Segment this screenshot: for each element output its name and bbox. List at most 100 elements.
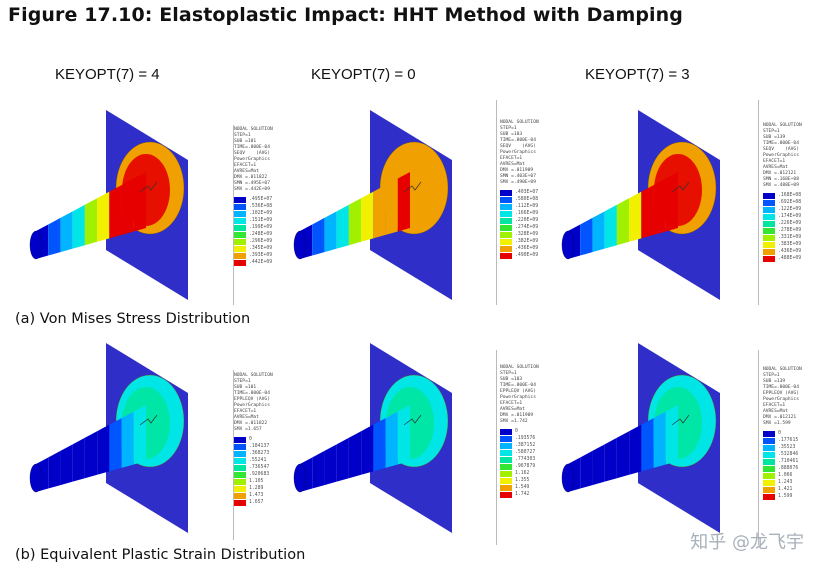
legend-swatch bbox=[763, 234, 775, 241]
legend-value: .278E+09 bbox=[778, 227, 802, 233]
rod-contour-band bbox=[48, 450, 61, 489]
legend-value: 0 bbox=[249, 436, 252, 442]
legend-value: .220E+09 bbox=[515, 217, 539, 223]
legend-swatch bbox=[500, 428, 512, 435]
legend-row: .490E+09 bbox=[500, 252, 560, 259]
legend-row: 1.657 bbox=[234, 499, 294, 506]
legend-value: .177615 bbox=[778, 437, 799, 443]
rod-contour-band bbox=[397, 405, 410, 465]
legend-value: 1.473 bbox=[249, 492, 264, 498]
legend-swatch bbox=[500, 210, 512, 217]
legend-swatch bbox=[234, 436, 246, 443]
legend-swatch bbox=[763, 192, 775, 199]
rod-contour-band bbox=[336, 204, 349, 249]
legend-row: .328E+09 bbox=[500, 231, 560, 238]
legend-swatch bbox=[500, 238, 512, 245]
legend-value: .436E+09 bbox=[778, 248, 802, 254]
legend-row: .199E+09 bbox=[234, 224, 294, 231]
legend-value: 1.162 bbox=[515, 470, 530, 476]
rod-contour-band bbox=[133, 405, 146, 465]
contour-model-strain-k4 bbox=[29, 343, 188, 533]
legend-row: .580E+08 bbox=[500, 196, 560, 203]
legend-solution-header: NODAL SOLUTION STEP=1 SUB =139 TIME=.800… bbox=[763, 367, 802, 426]
legend-value: .112E+09 bbox=[515, 203, 539, 209]
legend-swatch bbox=[763, 227, 775, 234]
legend-swatch bbox=[763, 493, 775, 500]
contour-model-stress-k3 bbox=[561, 110, 720, 300]
legend-row: 1.243 bbox=[763, 479, 823, 486]
legend-row: .436E+09 bbox=[763, 248, 823, 255]
rod-contour-band bbox=[109, 185, 122, 239]
legend-value: 0 bbox=[778, 430, 781, 436]
legend-divider bbox=[758, 100, 759, 305]
legend-value: .536E+08 bbox=[249, 203, 273, 209]
legend-swatch bbox=[234, 203, 246, 210]
legend-color-bar: .403E+07.580E+08.112E+09.166E+09.220E+09… bbox=[500, 189, 560, 259]
legend-value: .490E+09 bbox=[515, 252, 539, 258]
legend-row: .220E+09 bbox=[500, 217, 560, 224]
legend-value: .102E+09 bbox=[249, 210, 273, 216]
rod-contour-band bbox=[580, 450, 593, 489]
mesh-detail-lines bbox=[403, 181, 422, 193]
legend-value: 1.549 bbox=[515, 484, 530, 490]
legend-value: .122E+09 bbox=[778, 206, 802, 212]
legend-swatch bbox=[234, 196, 246, 203]
legend-swatch bbox=[234, 450, 246, 457]
column-label-keyopt4: KEYOPT(7) = 4 bbox=[55, 66, 160, 83]
rod-contour-band bbox=[121, 411, 134, 468]
rod-contour-band bbox=[72, 204, 85, 249]
legend-swatch bbox=[763, 472, 775, 479]
legend-row: 0 bbox=[234, 436, 294, 443]
contour-model-strain-k3 bbox=[561, 343, 720, 533]
legend-row: .774303 bbox=[500, 456, 560, 463]
legend-row: 1.355 bbox=[500, 477, 560, 484]
legend-row: .920683 bbox=[234, 471, 294, 478]
legend-swatch bbox=[500, 470, 512, 477]
legend-row: .184137 bbox=[234, 443, 294, 450]
legend-row: .442E+09 bbox=[234, 259, 294, 266]
legend-value: 1.742 bbox=[515, 491, 530, 497]
legend-value: .692E+08 bbox=[778, 199, 802, 205]
legend-row: 0 bbox=[763, 430, 823, 437]
legend-row: .888076 bbox=[763, 465, 823, 472]
rod-contour-band bbox=[641, 418, 654, 472]
contour-legend: NODAL SOLUTION STEP=1 SUB =139 TIME=.800… bbox=[763, 367, 823, 500]
caption-von-mises: (a) Von Mises Stress Distribution bbox=[15, 311, 251, 327]
legend-row: .368273 bbox=[234, 450, 294, 457]
legend-swatch bbox=[500, 252, 512, 259]
legend-row: 1.066 bbox=[763, 472, 823, 479]
legend-row: .736547 bbox=[234, 464, 294, 471]
legend-swatch bbox=[500, 463, 512, 470]
legend-swatch bbox=[763, 486, 775, 493]
rod-contour-band bbox=[324, 211, 337, 253]
legend-row: .536E+08 bbox=[234, 203, 294, 210]
legend-swatch bbox=[500, 442, 512, 449]
mesh-detail-lines bbox=[139, 181, 158, 193]
rod-contour-band bbox=[373, 418, 386, 472]
rod-contour-band bbox=[348, 431, 362, 479]
legend-swatch bbox=[763, 479, 775, 486]
column-label-keyopt0: KEYOPT(7) = 0 bbox=[311, 66, 416, 83]
rod-contour-band bbox=[60, 444, 73, 486]
mesh-detail-lines bbox=[403, 414, 422, 426]
rod-contour-band bbox=[397, 172, 410, 232]
legend-row: 0 bbox=[500, 428, 560, 435]
rod-contour-band bbox=[324, 444, 337, 486]
rod-contour-band bbox=[592, 444, 605, 486]
legend-swatch bbox=[500, 245, 512, 252]
rod-contour-band bbox=[97, 424, 110, 475]
rod-end-cap bbox=[29, 230, 43, 260]
legend-swatch bbox=[500, 231, 512, 238]
legend-swatch bbox=[500, 435, 512, 442]
rod-contour-band bbox=[336, 437, 349, 482]
legend-row: .168E+08 bbox=[763, 192, 823, 199]
legend-swatch bbox=[234, 238, 246, 245]
legend-swatch bbox=[234, 259, 246, 266]
rod-contour-band bbox=[641, 185, 654, 239]
contour-legend: NODAL SOLUTION STEP=1 SUB =101 TIME=.800… bbox=[234, 373, 294, 506]
legend-row: .387152 bbox=[500, 442, 560, 449]
legend-row: 1.742 bbox=[500, 491, 560, 498]
legend-swatch bbox=[500, 196, 512, 203]
legend-swatch bbox=[763, 213, 775, 220]
legend-row: 1.105 bbox=[234, 478, 294, 485]
